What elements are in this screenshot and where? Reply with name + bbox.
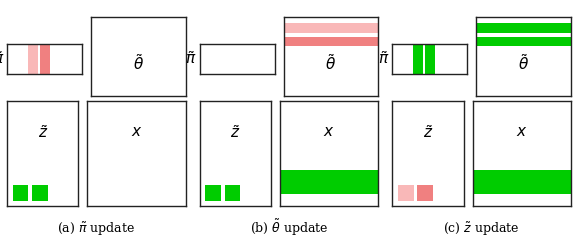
Text: $\tilde{\theta}$: $\tilde{\theta}$ [133, 53, 144, 73]
Bar [32, 185, 48, 201]
Text: $\tilde{\pi}$: $\tilde{\pi}$ [0, 50, 4, 67]
Bar [205, 185, 221, 201]
Bar [284, 36, 379, 46]
Bar [473, 170, 571, 194]
Text: $\tilde{z}$: $\tilde{z}$ [230, 124, 240, 141]
Bar [225, 185, 240, 201]
Text: (a) $\tilde{\pi}$ update: (a) $\tilde{\pi}$ update [57, 220, 135, 238]
Bar [13, 185, 28, 201]
Text: $x$: $x$ [516, 126, 528, 139]
Bar [280, 170, 379, 194]
Bar [417, 185, 433, 201]
Bar [40, 44, 50, 74]
Bar [284, 23, 379, 33]
Text: $\tilde{\pi}$: $\tilde{\pi}$ [186, 50, 197, 67]
Bar [476, 36, 571, 46]
Bar [28, 44, 38, 74]
Bar [425, 44, 435, 74]
Text: $\tilde{z}$: $\tilde{z}$ [423, 124, 433, 141]
Text: $\tilde{z}$: $\tilde{z}$ [38, 124, 48, 141]
Text: $x$: $x$ [131, 126, 142, 139]
Text: $\tilde{\theta}$: $\tilde{\theta}$ [325, 53, 336, 73]
Bar [476, 23, 571, 33]
Bar [398, 185, 414, 201]
Bar [413, 44, 423, 74]
Text: (c) $\tilde{z}$ update: (c) $\tilde{z}$ update [443, 220, 520, 238]
Text: (b) $\tilde{\theta}$ update: (b) $\tilde{\theta}$ update [250, 217, 328, 238]
Text: $\tilde{\pi}$: $\tilde{\pi}$ [378, 50, 390, 67]
Text: $\tilde{\theta}$: $\tilde{\theta}$ [518, 53, 529, 73]
Text: $x$: $x$ [324, 126, 335, 139]
